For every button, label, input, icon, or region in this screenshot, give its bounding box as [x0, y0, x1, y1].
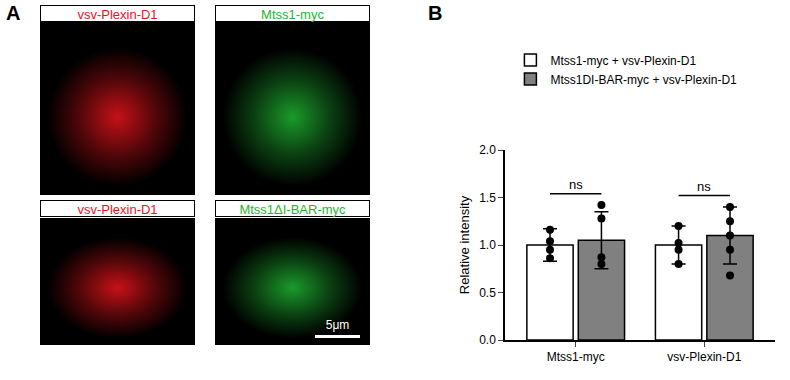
- html-text:B: B: [428, 2, 443, 24]
- svg-text:2.0: 2.0: [479, 143, 496, 157]
- svg-text:Mtss1-myc: Mtss1-myc: [547, 350, 605, 364]
- html-text:Mtss1ΔI-BAR-myc: Mtss1ΔI-BAR-myc: [239, 202, 346, 217]
- svg-text:0.5: 0.5: [479, 286, 496, 300]
- svg-text:vsv-Plexin-D1: vsv-Plexin-D1: [667, 350, 741, 364]
- svg-text:1.0: 1.0: [479, 238, 496, 252]
- svg-text:ns: ns: [697, 179, 711, 194]
- html-text:5μm: 5μm: [325, 318, 350, 332]
- html-text:Mtss1-myc: Mtss1-myc: [261, 7, 324, 22]
- svg-text:1.5: 1.5: [479, 191, 496, 205]
- html-text:vsv-Plexin-D1: vsv-Plexin-D1: [77, 202, 158, 217]
- html-text:A: A: [6, 2, 21, 24]
- html-text:vsv-Plexin-D1: vsv-Plexin-D1: [77, 7, 158, 22]
- svg-text:Mtss1-myc + vsv-Plexin-D1: Mtss1-myc + vsv-Plexin-D1: [550, 54, 696, 68]
- svg-text:0.0: 0.0: [479, 333, 496, 347]
- svg-text:ns: ns: [569, 177, 583, 192]
- svg-text:Relative intensity: Relative intensity: [457, 195, 472, 294]
- svg-text:Mtss1DI-BAR-myc + vsv-Plexin-D: Mtss1DI-BAR-myc + vsv-Plexin-D1: [550, 73, 737, 87]
